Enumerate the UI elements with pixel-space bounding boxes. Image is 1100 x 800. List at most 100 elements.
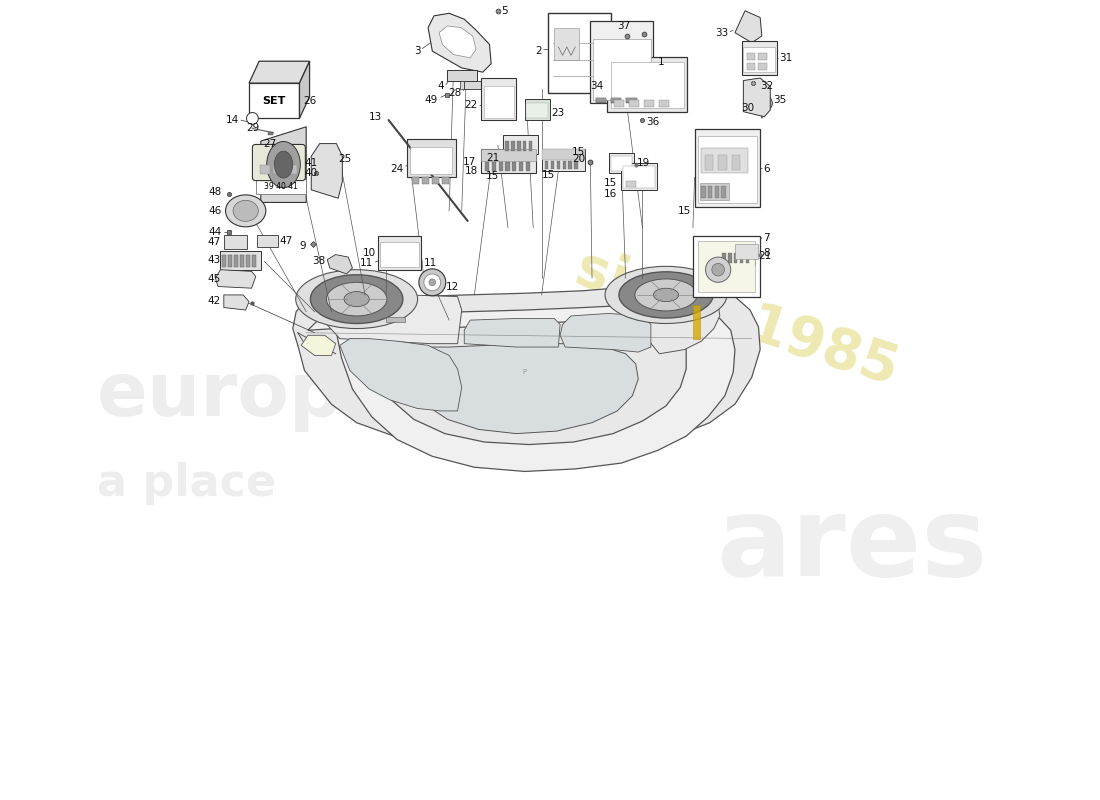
Polygon shape xyxy=(308,305,735,471)
Polygon shape xyxy=(365,322,686,445)
Bar xyxy=(569,162,572,169)
Bar xyxy=(492,162,496,170)
Bar xyxy=(223,235,248,249)
Bar xyxy=(407,139,455,178)
Bar xyxy=(484,86,514,118)
Bar xyxy=(544,162,548,169)
Text: 36: 36 xyxy=(646,117,659,126)
Text: 44: 44 xyxy=(209,227,222,237)
Text: 34: 34 xyxy=(591,82,604,91)
Ellipse shape xyxy=(274,151,293,178)
Text: 38: 38 xyxy=(312,256,326,266)
Ellipse shape xyxy=(605,266,727,323)
Text: 15: 15 xyxy=(678,206,691,216)
Bar xyxy=(705,154,713,170)
Text: 42: 42 xyxy=(207,296,220,306)
Bar xyxy=(744,47,775,72)
Bar xyxy=(596,98,606,102)
Text: 15: 15 xyxy=(572,147,585,157)
Bar xyxy=(740,253,744,263)
Text: P: P xyxy=(522,370,527,375)
Text: since 1985: since 1985 xyxy=(569,241,904,396)
Polygon shape xyxy=(744,78,770,117)
Bar xyxy=(708,186,712,198)
Bar xyxy=(610,62,684,108)
Bar xyxy=(735,244,759,258)
Bar xyxy=(513,162,516,170)
Bar xyxy=(574,162,578,169)
Polygon shape xyxy=(428,14,492,72)
Bar xyxy=(747,53,755,59)
Text: 13: 13 xyxy=(368,112,382,122)
Bar xyxy=(526,162,530,170)
Bar xyxy=(412,178,419,184)
Bar xyxy=(607,57,688,112)
Text: 47: 47 xyxy=(279,236,293,246)
Bar xyxy=(519,162,524,170)
Text: 49: 49 xyxy=(425,95,438,105)
Bar xyxy=(659,100,670,106)
Text: 30: 30 xyxy=(741,103,755,114)
Text: 39 40 41: 39 40 41 xyxy=(264,182,298,191)
Bar xyxy=(485,162,490,170)
Polygon shape xyxy=(560,314,651,352)
Ellipse shape xyxy=(327,282,387,316)
Bar xyxy=(759,53,767,59)
Ellipse shape xyxy=(705,257,730,282)
Text: 40: 40 xyxy=(305,168,318,178)
Bar xyxy=(460,81,469,89)
Bar xyxy=(610,156,632,171)
Bar xyxy=(702,148,748,173)
Text: 25: 25 xyxy=(338,154,351,164)
Bar xyxy=(386,317,405,322)
Polygon shape xyxy=(340,338,462,411)
Bar xyxy=(693,236,760,297)
Bar xyxy=(694,130,760,206)
Bar xyxy=(621,163,657,190)
Text: 18: 18 xyxy=(464,166,477,175)
Text: SET: SET xyxy=(263,96,286,106)
Bar xyxy=(377,236,421,270)
Bar xyxy=(734,253,737,263)
Bar xyxy=(240,255,244,267)
Bar xyxy=(252,255,256,267)
Bar xyxy=(442,178,449,184)
Ellipse shape xyxy=(751,95,772,112)
Text: 24: 24 xyxy=(390,164,404,174)
Bar xyxy=(718,154,726,170)
Bar xyxy=(627,98,637,102)
Bar xyxy=(260,166,271,174)
Bar xyxy=(723,253,726,263)
Bar xyxy=(612,98,621,103)
Text: 22: 22 xyxy=(464,100,477,110)
Text: 43: 43 xyxy=(207,255,220,266)
Bar xyxy=(722,186,726,198)
Bar xyxy=(732,154,740,170)
Bar xyxy=(448,70,477,81)
Ellipse shape xyxy=(429,279,436,286)
Bar xyxy=(524,141,527,151)
Bar xyxy=(627,98,637,103)
Bar xyxy=(481,78,516,120)
Bar xyxy=(626,181,636,187)
Bar xyxy=(629,100,639,106)
Bar xyxy=(527,103,548,118)
Ellipse shape xyxy=(296,270,418,329)
Ellipse shape xyxy=(635,279,697,311)
Bar xyxy=(503,135,538,154)
Ellipse shape xyxy=(424,274,441,290)
Text: 2: 2 xyxy=(535,46,541,56)
Text: 37: 37 xyxy=(617,21,630,31)
Ellipse shape xyxy=(233,200,258,222)
Text: 8: 8 xyxy=(763,248,770,258)
Bar xyxy=(541,149,585,159)
Polygon shape xyxy=(735,10,762,42)
Text: 4: 4 xyxy=(438,82,444,91)
Bar xyxy=(505,162,509,170)
Bar xyxy=(698,136,757,203)
Bar xyxy=(608,153,634,173)
Ellipse shape xyxy=(226,195,266,227)
Bar xyxy=(548,14,612,93)
Bar xyxy=(645,100,654,106)
Ellipse shape xyxy=(619,272,713,318)
